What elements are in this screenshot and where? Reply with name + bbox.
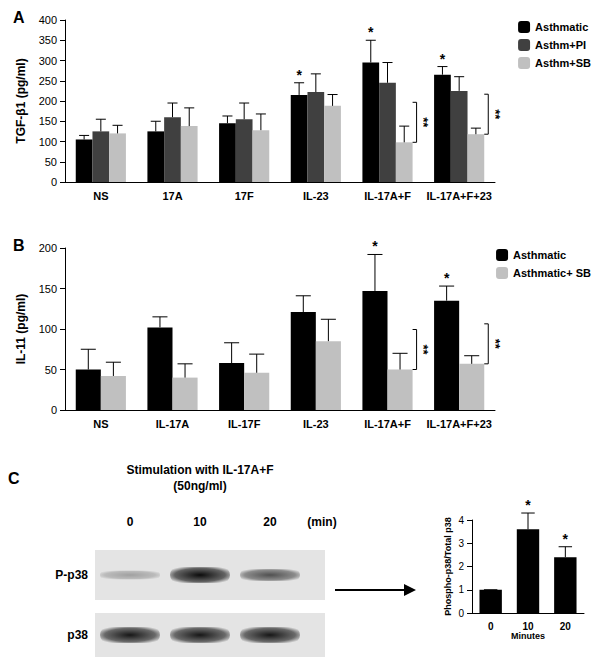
svg-text:50: 50 [45, 364, 57, 376]
svg-text:*: * [296, 67, 302, 83]
svg-text:150: 150 [39, 283, 57, 295]
svg-text:(min): (min) [307, 515, 336, 529]
svg-text:(50ng/ml): (50ng/ml) [173, 479, 226, 493]
svg-text:B: B [13, 237, 25, 254]
svg-text:10: 10 [193, 515, 207, 529]
svg-text:IL-17A+F+23: IL-17A+F+23 [426, 190, 491, 202]
svg-text:p38: p38 [67, 628, 88, 642]
svg-text:Minutes: Minutes [511, 631, 545, 641]
svg-text:IL-17A: IL-17A [156, 418, 190, 430]
svg-text:*: * [444, 270, 450, 286]
svg-text:*: * [372, 238, 378, 254]
svg-text:Asthmatic+ SB: Asthmatic+ SB [513, 267, 591, 279]
svg-text:**: ** [416, 344, 431, 355]
svg-text:250: 250 [39, 75, 57, 87]
svg-text:17F: 17F [235, 190, 254, 202]
svg-text:IL-17F: IL-17F [228, 418, 261, 430]
svg-text:Asthm+SB: Asthm+SB [535, 57, 591, 69]
svg-text:Asthmatic: Asthmatic [535, 21, 588, 33]
svg-text:150: 150 [39, 115, 57, 127]
svg-text:0: 0 [51, 404, 57, 416]
svg-text:200: 200 [39, 95, 57, 107]
svg-text:2: 2 [458, 561, 464, 572]
svg-text:IL-23: IL-23 [303, 190, 329, 202]
svg-text:Stimulation with IL-17A+F: Stimulation with IL-17A+F [126, 463, 273, 477]
svg-text:A: A [13, 9, 25, 26]
svg-text:IL-23: IL-23 [303, 418, 329, 430]
svg-text:Asthm+PI: Asthm+PI [535, 39, 586, 51]
svg-text:0: 0 [488, 621, 494, 632]
svg-text:C: C [8, 470, 20, 487]
svg-text:Asthmatic: Asthmatic [513, 249, 566, 261]
svg-text:*: * [563, 531, 569, 547]
svg-text:**: ** [416, 117, 431, 128]
svg-text:10: 10 [522, 621, 534, 632]
svg-text:**: ** [488, 109, 503, 120]
svg-text:350: 350 [39, 34, 57, 46]
svg-text:4: 4 [458, 515, 464, 526]
svg-text:IL-17A+F: IL-17A+F [364, 190, 411, 202]
svg-text:**: ** [488, 339, 503, 350]
svg-text:IL-17A+F+23: IL-17A+F+23 [426, 418, 491, 430]
svg-text:50: 50 [45, 156, 57, 168]
svg-text:IL-17A+F: IL-17A+F [364, 418, 411, 430]
svg-text:200: 200 [39, 242, 57, 254]
svg-text:100: 100 [39, 323, 57, 335]
svg-text:100: 100 [39, 136, 57, 148]
svg-text:3: 3 [458, 538, 464, 549]
svg-text:*: * [525, 497, 531, 513]
svg-text:17A: 17A [162, 190, 182, 202]
svg-text:NS: NS [93, 190, 108, 202]
svg-text:IL-11 (pg/ml): IL-11 (pg/ml) [14, 294, 28, 365]
svg-text:400: 400 [39, 14, 57, 26]
svg-text:0: 0 [458, 608, 464, 619]
svg-text:1: 1 [458, 584, 464, 595]
svg-text:20: 20 [560, 621, 572, 632]
svg-text:*: * [440, 51, 446, 67]
svg-text:NS: NS [93, 418, 108, 430]
svg-text:*: * [368, 24, 374, 40]
svg-text:0: 0 [127, 515, 134, 529]
svg-text:20: 20 [263, 515, 277, 529]
svg-text:TGF-β1 (pg/ml): TGF-β1 (pg/ml) [14, 58, 28, 143]
svg-text:P-p38: P-p38 [55, 568, 88, 582]
svg-text:0: 0 [51, 176, 57, 188]
svg-text:Phospho-p38/Total p38: Phospho-p38/Total p38 [443, 517, 453, 615]
svg-text:300: 300 [39, 55, 57, 67]
